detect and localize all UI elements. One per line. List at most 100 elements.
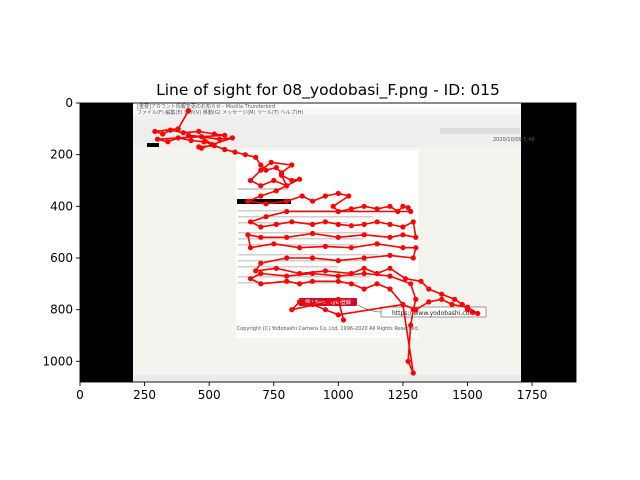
gaze-point — [273, 265, 279, 271]
x-tick-label: 1250 — [388, 388, 419, 402]
gaze-point — [413, 245, 419, 251]
header-buttons — [440, 128, 520, 134]
gaze-point — [410, 219, 416, 225]
gaze-point — [335, 312, 341, 318]
gaze-point — [387, 234, 393, 240]
gaze-point — [464, 304, 471, 310]
gaze-point — [245, 198, 251, 204]
window-title-text: [重要]アカウント情報変更のお知らせ - Mozilla Thunderbird — [137, 103, 275, 110]
gaze-point — [346, 193, 352, 199]
gaze-point — [263, 214, 269, 220]
gaze-point — [289, 177, 295, 184]
gaze-point — [413, 234, 419, 240]
gaze-point — [405, 205, 411, 211]
gaze-point — [459, 301, 465, 308]
gaze-point — [405, 358, 411, 364]
gaze-point — [253, 268, 259, 274]
gaze-point — [309, 278, 316, 284]
gaze-point — [340, 317, 347, 323]
gaze-point — [387, 273, 393, 279]
gaze-point — [309, 221, 316, 227]
gaze-point — [247, 177, 254, 184]
gaze-point — [361, 265, 367, 271]
gaze-point — [258, 162, 264, 168]
gaze-point — [297, 245, 303, 251]
gaze-point — [410, 255, 416, 261]
gaze-point — [289, 219, 295, 225]
gaze-point — [449, 301, 455, 308]
gaze-point — [289, 307, 295, 313]
gaze-point — [400, 224, 406, 230]
gaze-point — [258, 270, 264, 277]
gaze-point — [387, 221, 393, 227]
gaze-point — [229, 135, 235, 141]
gaze-point — [348, 270, 354, 277]
chart-title: Line of sight for 08_yodobasi_F.png - ID… — [156, 81, 500, 100]
gaze-point — [196, 144, 202, 150]
gaze-point — [297, 299, 303, 305]
x-tick-label: 0 — [76, 388, 84, 402]
y-tick-label: 1000 — [42, 354, 73, 368]
gaze-point — [322, 243, 328, 249]
gaze-point — [361, 286, 367, 292]
gaze-point — [348, 245, 354, 251]
gaze-point — [284, 183, 290, 189]
gaze-point — [247, 245, 254, 251]
gaze-point — [426, 299, 432, 305]
y-tick-label: 800 — [50, 303, 73, 317]
gaze-point — [439, 296, 445, 302]
plot-area: [重要]アカウント情報変更のお知らせ - Mozilla Thunderbird… — [80, 103, 576, 382]
gaze-point — [361, 221, 367, 227]
gaze-point — [387, 203, 393, 209]
gaze-point — [242, 152, 248, 158]
logo-redaction — [237, 199, 291, 204]
x-axis: 0 250 500 750 1000 1250 1500 1750 — [76, 382, 547, 402]
gaze-point — [284, 234, 290, 240]
gaze-point — [309, 255, 316, 261]
gaze-point — [408, 281, 414, 287]
gaze-point — [180, 130, 186, 136]
gaze-point — [410, 370, 416, 376]
gaze-point — [175, 135, 181, 141]
gaze-point — [374, 281, 380, 287]
gaze-point — [400, 245, 406, 251]
black-right-bar — [521, 103, 576, 382]
gaze-point — [309, 270, 316, 277]
gaze-point — [289, 162, 295, 168]
y-tick-label: 200 — [50, 148, 73, 162]
gaze-point — [387, 286, 393, 292]
gaze-point — [271, 177, 277, 184]
gaze-point — [413, 296, 419, 302]
gaze-point — [201, 139, 207, 145]
gaze-point — [253, 154, 259, 160]
link-tooltip-text: https://www.yodobashi.com — [392, 310, 475, 317]
gaze-point — [211, 143, 217, 149]
gaze-point — [330, 203, 336, 209]
status-bar — [133, 375, 521, 382]
x-tick-label: 750 — [262, 388, 285, 402]
axes-frame — [79, 102, 577, 383]
gaze-point — [222, 146, 228, 153]
gaze-point — [198, 134, 204, 140]
gaze-point — [309, 198, 316, 204]
gaze-point — [299, 193, 305, 199]
gaze-point — [335, 190, 341, 196]
gaze-point — [348, 206, 354, 212]
gaze-point — [263, 201, 269, 207]
toolbar — [133, 115, 521, 125]
menu-bar — [133, 109, 521, 115]
gaze-point — [348, 223, 354, 229]
copyright-text: Copyright (C) Yodobashi Camera Co.,Ltd. … — [237, 326, 420, 332]
gaze-point — [245, 232, 251, 238]
gaze-point — [188, 137, 194, 144]
gaze-point — [335, 296, 341, 302]
gaze-point — [374, 219, 380, 225]
y-tick-label: 400 — [50, 199, 73, 213]
gaze-point — [247, 276, 254, 282]
header-panel — [133, 125, 521, 147]
gaze-point — [216, 136, 223, 142]
sender-redaction — [147, 143, 159, 147]
gaze-point — [258, 224, 264, 230]
gaze-point — [374, 270, 380, 277]
x-tick-label: 1000 — [323, 388, 354, 402]
